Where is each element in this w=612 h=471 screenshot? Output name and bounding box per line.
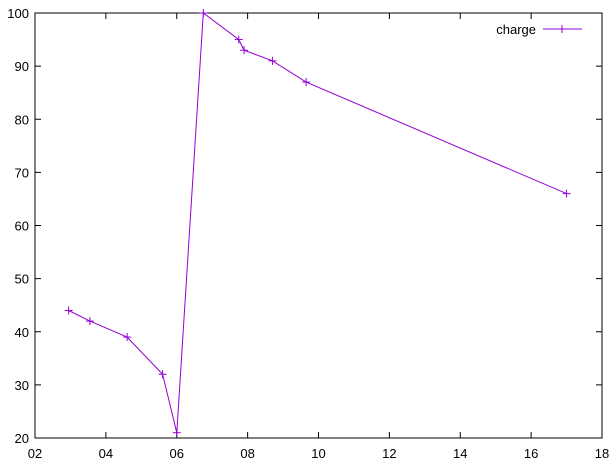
y-axis: 20 30 40 50 60 70 80 90 100 [7,6,602,446]
x-tick-label: 12 [382,446,396,461]
data-point [234,35,243,44]
series-layer [64,9,571,437]
x-tick-label: 04 [99,446,113,461]
data-point [172,428,181,437]
legend-marker-charge [558,25,566,33]
data-point [562,189,571,198]
x-tick-label: 18 [595,446,609,461]
data-point [199,9,208,17]
x-tick-label: 08 [240,446,254,461]
y-tick-label: 70 [15,165,29,180]
legend: charge [496,22,582,37]
y-tick-label: 80 [15,112,29,127]
y-tick-label: 60 [15,219,29,234]
y-tick-label: 20 [15,431,29,446]
plot-frame [34,12,603,439]
y-tick-label: 40 [15,325,29,340]
data-point [64,306,73,315]
data-point [268,56,277,65]
x-tick-label: 14 [453,446,467,461]
legend-plus-marker [558,25,566,33]
data-point [85,317,94,326]
x-tick-label: 10 [311,446,325,461]
y-tick-label: 90 [15,59,29,74]
x-tick-label: 06 [170,446,184,461]
legend-label-charge: charge [496,22,536,37]
data-point [302,78,311,87]
y-tick-label: 30 [15,378,29,393]
data-point [240,46,249,55]
x-axis: 02 04 06 08 10 12 14 16 18 [28,13,609,461]
x-tick-label: 16 [524,446,538,461]
y-tick-label: 50 [15,272,29,287]
y-tick-label: 100 [7,6,29,21]
x-tick-label: 02 [28,446,42,461]
data-point [158,370,167,379]
data-point [123,333,132,342]
series-line-charge [68,12,567,433]
